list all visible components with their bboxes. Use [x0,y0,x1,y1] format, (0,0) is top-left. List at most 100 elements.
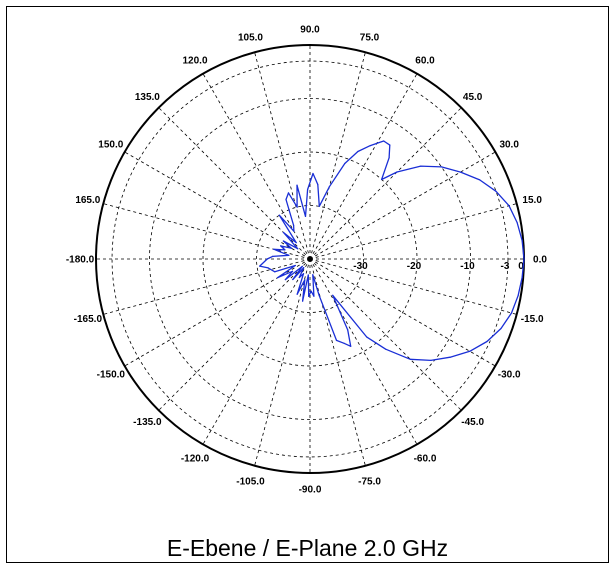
series-point [273,249,274,250]
series-point [303,267,304,268]
series-point [410,359,411,360]
angular-tick-label: 15.0 [522,195,542,206]
series-point [317,184,318,185]
series-point [495,191,496,192]
angular-tick-label: 60.0 [415,55,435,66]
angular-tick-label: 30.0 [499,140,519,151]
series-point [383,140,384,141]
angular-tick-label: -165.0 [74,314,103,325]
series-point [296,242,297,243]
angular-grid-line [310,152,495,259]
series-point [517,222,518,223]
angular-grid-line [255,259,310,466]
series-point [284,249,285,250]
series-point [430,360,431,361]
series-point [272,256,273,257]
angular-tick-label: 150.0 [98,140,123,151]
series-point [274,271,275,272]
series-point [297,207,298,208]
series-point [350,346,351,347]
series-point [370,145,371,146]
series-point [381,179,382,180]
series-point [389,145,390,146]
series-point [522,277,523,278]
series-point [308,296,309,297]
series-point [319,206,320,207]
series-point [285,279,286,280]
series-point [268,267,269,268]
angular-tick-label: -75.0 [358,477,381,488]
radial-tick-label: -3 [500,261,509,272]
series-point [344,343,345,344]
radial-tick-label: -30 [353,261,368,272]
series-point [344,163,345,164]
series-point [303,273,304,274]
series-point [336,340,337,341]
series-point [302,301,303,302]
radial-tick-label: -10 [460,261,475,272]
series-point [308,274,309,275]
series-point [267,258,268,259]
series-point [305,216,306,217]
series-point [288,255,289,256]
angular-tick-label: 90.0 [300,25,320,36]
series-point [280,245,281,246]
angular-tick-label: -45.0 [461,417,484,428]
series-point [285,199,286,200]
series-point [332,295,333,296]
angular-tick-label: -105.0 [236,477,265,488]
series-point [312,173,313,174]
angular-tick-label: 135.0 [135,92,160,103]
series-point [259,266,260,267]
series-point [296,185,297,186]
series-point [299,277,300,278]
series-point [292,279,293,280]
chart-title: E-Ebene / E-Plane 2.0 GHz [0,535,615,562]
series-point [319,295,320,296]
series-point [288,192,289,193]
series-point [329,186,330,187]
angular-tick-label: 105.0 [238,32,263,43]
series-point [297,294,298,295]
angular-tick-label: 45.0 [463,92,483,103]
series-point [469,351,470,352]
series-point [292,271,293,272]
angular-tick-label: 0.0 [533,255,547,266]
series-point [479,179,480,180]
radial-tick-label: -20 [407,261,422,272]
series-point [441,166,442,167]
series-point [500,328,501,329]
angular-tick-label: -180.0 [66,255,95,266]
series-point [508,205,509,206]
angular-tick-label: -135.0 [133,417,162,428]
series-point [511,312,512,313]
series-point [283,232,284,233]
series-point [420,166,421,167]
series-point [347,329,348,330]
angular-tick-label: -90.0 [299,485,322,496]
series-point [396,171,397,172]
angular-grid-line [310,108,461,259]
series-point [460,172,461,173]
series-point [279,215,280,216]
angular-grid-line [310,259,461,410]
series-point [518,295,519,296]
series-point [293,225,294,226]
series-point [389,157,390,158]
series-point [277,277,278,278]
angular-tick-label: 120.0 [182,55,207,66]
series-point [385,349,386,350]
series-point [295,265,296,266]
series-point [312,274,313,275]
angular-tick-label: -60.0 [414,454,437,465]
series-point [291,248,292,249]
angular-grid-line [310,259,417,444]
series-point [450,357,451,358]
angular-tick-label: -15.0 [521,314,544,325]
series-point [357,151,358,152]
series-point [311,291,312,292]
series-point [523,258,524,259]
series-point [313,296,314,297]
series-point [522,240,523,241]
